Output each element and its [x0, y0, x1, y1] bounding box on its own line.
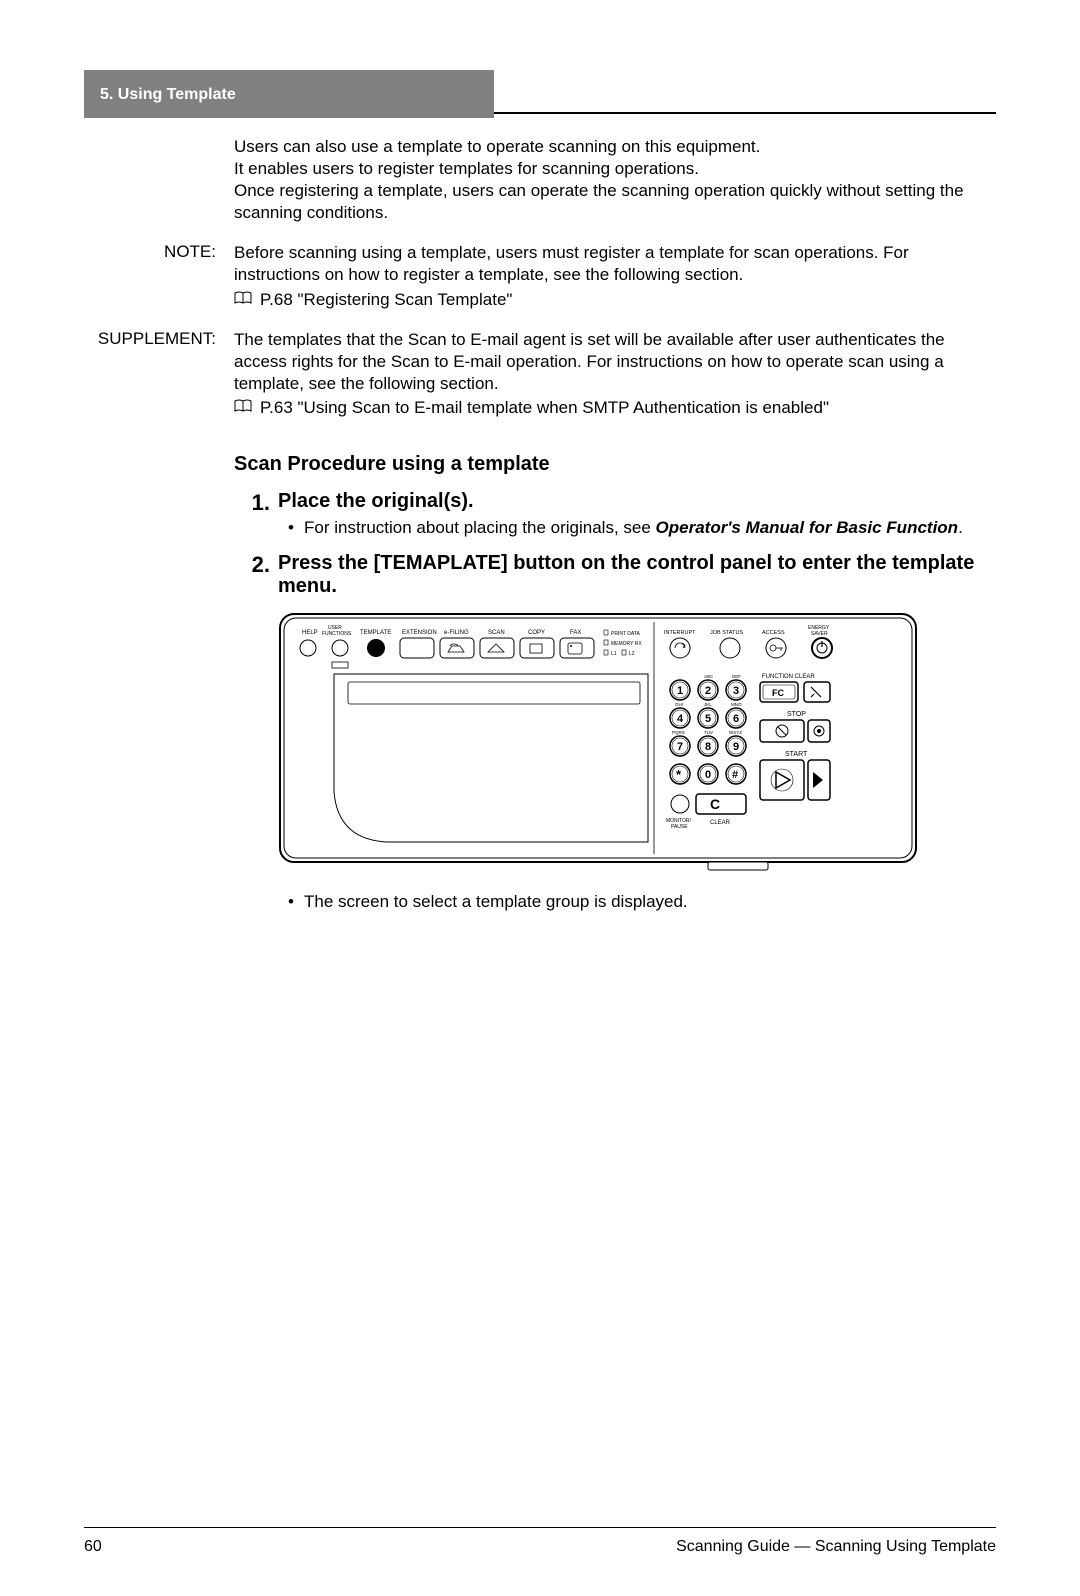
intro-line: Users can also use a template to operate… — [234, 136, 996, 158]
intro-line: Once registering a template, users can o… — [234, 180, 996, 224]
bullet-pre: For instruction about placing the origin… — [304, 518, 656, 537]
svg-text:PQRS: PQRS — [672, 730, 685, 735]
svg-text:#: # — [732, 769, 738, 781]
svg-text:C: C — [710, 796, 720, 812]
panel-label-extension: EXTENSION — [402, 630, 437, 636]
svg-text:JKL: JKL — [704, 702, 712, 707]
svg-text:8: 8 — [705, 741, 711, 753]
intro-line: It enables users to register templates f… — [234, 158, 996, 180]
step-2: 2. Press the [TEMAPLATE] button on the c… — [234, 552, 996, 598]
svg-text:MNO: MNO — [731, 702, 742, 707]
panel-label-fax: FAX — [570, 630, 581, 636]
bullet-text: The screen to select a template group is… — [304, 892, 996, 912]
panel-label-copy: COPY — [528, 630, 545, 636]
note-ref: P.68 "Registering Scan Template" — [234, 289, 996, 311]
svg-text:0: 0 — [705, 769, 711, 781]
step-2-after: • The screen to select a template group … — [278, 892, 996, 912]
svg-text:5: 5 — [705, 713, 711, 725]
note-body: Before scanning using a template, users … — [234, 242, 996, 310]
bullet-em: Operator's Manual for Basic Function — [656, 518, 959, 537]
book-icon — [234, 289, 252, 311]
svg-text:3: 3 — [733, 685, 739, 697]
panel-label-memoryrx: MEMORY RX — [611, 641, 642, 647]
step-1: 1. Place the original(s). • For instruct… — [234, 490, 996, 538]
panel-label-energysaver-2: SAVER — [811, 631, 828, 637]
panel-label-l1: L1 — [611, 651, 617, 657]
svg-text:1: 1 — [677, 685, 683, 697]
chapter-tab: 5. Using Template — [84, 70, 494, 118]
svg-text:FUNCTION CLEAR: FUNCTION CLEAR — [762, 674, 815, 680]
bullet-dot: • — [278, 892, 304, 912]
panel-label-printdata: PRINT DATA — [611, 631, 641, 637]
panel-label-help: HELP — [302, 630, 318, 636]
svg-text:4: 4 — [677, 713, 684, 725]
supplement-body: The templates that the Scan to E-mail ag… — [234, 329, 996, 419]
svg-text:STOP: STOP — [787, 711, 806, 718]
step-number: 2. — [234, 552, 278, 598]
panel-label-scan: SCAN — [488, 630, 505, 636]
bullet-post: . — [958, 518, 963, 537]
svg-text:FC: FC — [772, 688, 784, 698]
control-panel-illustration: HELP USER FUNCTIONS TEMPLATE EXTENSION e… — [278, 612, 996, 872]
supplement-ref-text: P.63 "Using Scan to E-mail template when… — [260, 397, 829, 419]
page-footer: 60 Scanning Guide — Scanning Using Templ… — [84, 1527, 996, 1556]
supplement-text: The templates that the Scan to E-mail ag… — [234, 329, 996, 395]
page-number: 60 — [84, 1538, 102, 1556]
panel-label-template: TEMPLATE — [360, 630, 391, 636]
svg-text:ABC: ABC — [704, 674, 714, 679]
footer-title: Scanning Guide — Scanning Using Template — [676, 1538, 996, 1556]
svg-text:CLEAR: CLEAR — [710, 820, 731, 826]
svg-text:6: 6 — [733, 713, 739, 725]
panel-label-user-functions-2: FUNCTIONS — [322, 631, 352, 637]
svg-text:7: 7 — [677, 741, 683, 753]
svg-text:WXYZ: WXYZ — [729, 730, 742, 735]
panel-label-access: ACCESS — [762, 630, 785, 636]
intro-block: Users can also use a template to operate… — [234, 136, 996, 224]
bullet-text: For instruction about placing the origin… — [304, 517, 996, 538]
supplement-label: SUPPLEMENT: — [84, 329, 234, 419]
bullet-dot: • — [278, 517, 304, 538]
step-number: 1. — [234, 490, 278, 538]
note-block: NOTE: Before scanning using a template, … — [84, 242, 996, 310]
panel-label-l2: L2 — [629, 651, 635, 657]
svg-text:GHI: GHI — [675, 702, 683, 707]
step-title: Press the [TEMAPLATE] button on the cont… — [278, 552, 996, 598]
svg-text:9: 9 — [733, 741, 739, 753]
svg-text:TUV: TUV — [704, 730, 713, 735]
step-title: Place the original(s). — [278, 490, 996, 513]
note-label: NOTE: — [84, 242, 234, 310]
svg-text:DEF: DEF — [732, 674, 741, 679]
step-body: Place the original(s). • For instruction… — [278, 490, 996, 538]
svg-text:PAUSE: PAUSE — [671, 824, 688, 830]
procedure-heading: Scan Procedure using a template — [234, 453, 996, 476]
step-bullet: • For instruction about placing the orig… — [278, 517, 996, 538]
panel-label-interrupt: INTERRUPT — [664, 630, 696, 636]
panel-label-efiling: e-FILING — [444, 630, 469, 636]
panel-label-jobstatus: JOB STATUS — [710, 630, 743, 636]
svg-text:2: 2 — [705, 685, 711, 697]
supplement-block: SUPPLEMENT: The templates that the Scan … — [84, 329, 996, 419]
step-body: Press the [TEMAPLATE] button on the cont… — [278, 552, 996, 598]
svg-text:START: START — [785, 751, 808, 758]
note-text: Before scanning using a template, users … — [234, 242, 996, 286]
book-icon — [234, 397, 252, 419]
supplement-ref: P.63 "Using Scan to E-mail template when… — [234, 397, 996, 419]
page: 5. Using Template Scanning Using Templat… — [0, 70, 1080, 1596]
note-ref-text: P.68 "Registering Scan Template" — [260, 289, 512, 311]
